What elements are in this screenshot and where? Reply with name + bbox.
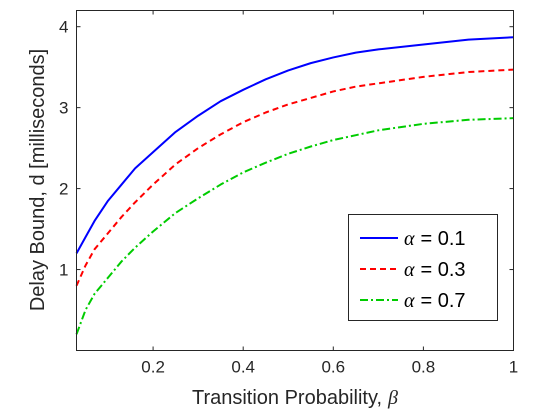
legend-box (348, 214, 498, 321)
y-tick-label: 1 (59, 261, 68, 280)
x-tick-label: 0.6 (321, 358, 345, 377)
plot-lines (75, 36, 514, 335)
x-tick-label: 0.2 (141, 358, 165, 377)
y-axis-label: Delay Bound, d [milliseconds] (27, 49, 49, 311)
legend-label-symbol: α (404, 290, 415, 312)
x-tick-label: 1 (509, 358, 518, 377)
y-axis-ticks: 1 2 3 4 (59, 18, 514, 280)
legend-label-value: = 0.3 (421, 259, 466, 281)
x-axis-label: Transition Probability, β (192, 387, 398, 409)
legend-label-value: = 0.1 (421, 228, 466, 250)
legend: α = 0.1 α = 0.3 α = 0.7 (348, 214, 498, 321)
x-tick-label: 0.8 (412, 358, 436, 377)
legend-label-2: α = 0.3 (404, 259, 466, 281)
legend-label-3: α = 0.7 (404, 290, 466, 312)
plot-frame (76, 10, 514, 351)
x-tick-label: 0.4 (231, 358, 255, 377)
series-line-3 (75, 117, 514, 335)
series-line-2 (75, 68, 514, 287)
series-line-1 (75, 36, 514, 254)
x-axis-ticks: 0.2 0.4 0.6 0.8 1 (141, 10, 518, 377)
legend-items: α = 0.1 α = 0.3 α = 0.7 (360, 228, 466, 312)
legend-label-symbol: α (404, 259, 415, 281)
y-tick-label: 4 (59, 18, 68, 37)
y-tick-label: 2 (59, 180, 68, 199)
x-axis-label-text: Transition Probability, (192, 387, 382, 409)
y-tick-label: 3 (59, 99, 68, 118)
legend-label-1: α = 0.1 (404, 228, 466, 250)
legend-label-symbol: α (404, 228, 415, 250)
legend-label-value: = 0.7 (421, 290, 466, 312)
x-axis-label-symbol: β (387, 387, 398, 409)
